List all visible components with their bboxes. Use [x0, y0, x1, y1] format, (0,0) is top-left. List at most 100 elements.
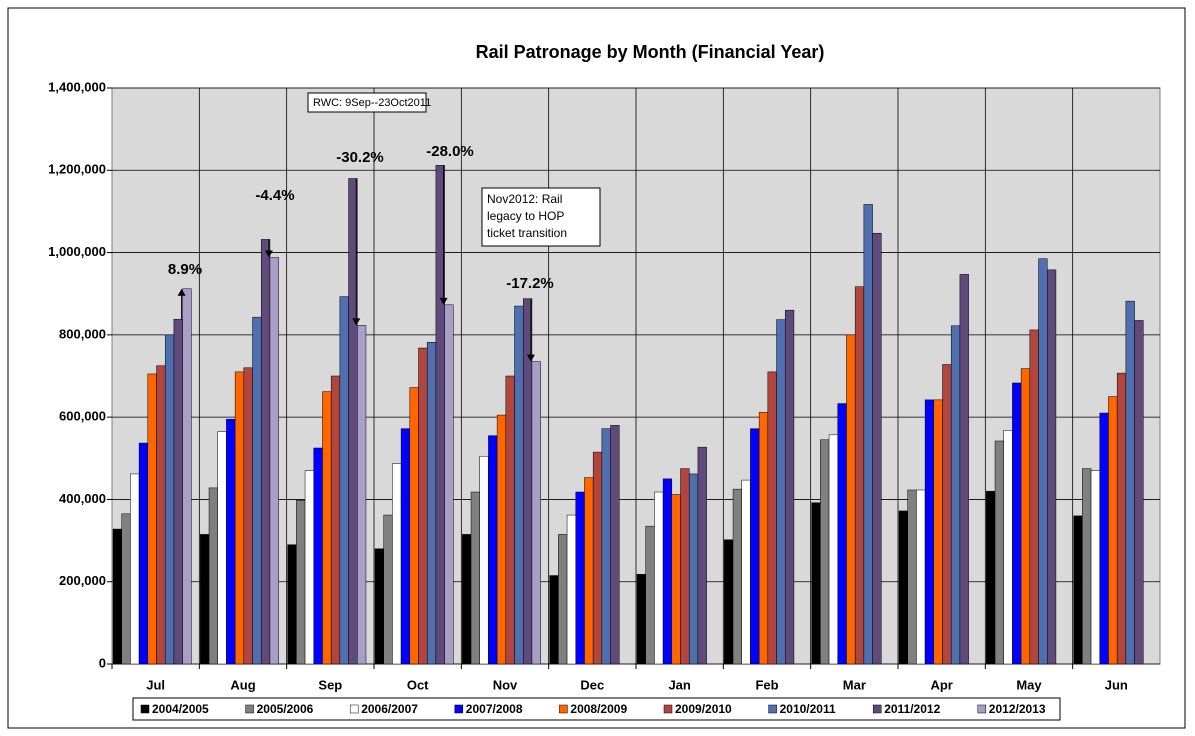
change-label: -17.2%	[506, 275, 554, 292]
bar	[662, 478, 673, 665]
bar	[234, 371, 245, 665]
legend-box	[132, 697, 1061, 721]
bar	[1090, 470, 1101, 665]
bar	[173, 318, 183, 665]
note-box	[307, 92, 427, 113]
arrow-head	[264, 250, 273, 258]
bar	[269, 257, 279, 665]
y-tick-label: 1,400,000	[48, 79, 106, 94]
bar	[558, 534, 568, 665]
legend-swatch	[140, 704, 150, 714]
bar	[339, 296, 349, 665]
x-tick-label: Sep	[318, 677, 342, 692]
legend-label: 2012/2013	[989, 702, 1046, 716]
legend-label: 2006/2007	[361, 702, 418, 716]
legend-label: 2010/2011	[780, 702, 836, 716]
bar	[1046, 269, 1057, 665]
bar	[837, 403, 847, 665]
legend-swatch	[454, 704, 464, 714]
arrow-head	[439, 297, 448, 305]
bar	[601, 428, 611, 665]
legend-swatch	[663, 704, 673, 714]
bar	[863, 204, 873, 665]
bar	[1082, 468, 1092, 665]
bar	[531, 361, 541, 665]
change-label: -4.4%	[255, 187, 294, 204]
bar	[680, 468, 690, 665]
bar	[479, 455, 489, 665]
bar	[610, 425, 620, 665]
change-label: -30.2%	[336, 149, 384, 166]
note-text: legacy to HOP	[487, 209, 564, 223]
change-label: 8.9%	[168, 261, 202, 278]
bar	[688, 473, 699, 665]
bar	[505, 375, 515, 665]
bar	[636, 574, 646, 665]
bar	[750, 428, 760, 665]
legend-label: 2008/2009	[570, 702, 627, 716]
bar	[1125, 300, 1135, 665]
bar	[296, 500, 306, 665]
bar	[654, 491, 664, 665]
legend-swatch	[977, 704, 987, 714]
arrow-head	[526, 354, 535, 362]
legend-label: 2009/2010	[675, 702, 732, 716]
bar	[846, 334, 856, 665]
bar	[916, 489, 926, 665]
bar	[243, 367, 253, 665]
bar	[959, 274, 969, 665]
bar	[260, 239, 271, 665]
bar	[409, 387, 419, 665]
x-tick-label: Jul	[146, 677, 165, 692]
bar	[645, 525, 655, 665]
bar	[164, 334, 175, 665]
bar	[820, 439, 830, 665]
bar	[1073, 515, 1083, 665]
bar	[392, 463, 402, 665]
legend-swatch	[349, 704, 359, 714]
bar	[147, 373, 157, 665]
bar	[1134, 320, 1144, 665]
bar	[1012, 382, 1022, 665]
x-tick-label: Aug	[230, 677, 255, 692]
bar	[383, 514, 393, 665]
bar	[1038, 258, 1048, 665]
note-text: Nov2012: Rail	[487, 192, 562, 206]
bar	[671, 494, 681, 665]
bar	[828, 434, 839, 665]
bar	[112, 528, 122, 665]
bar	[767, 371, 777, 665]
legend-label: 2007/2008	[466, 702, 523, 716]
y-tick-label: 1,200,000	[48, 162, 106, 177]
bar	[950, 325, 961, 665]
bar	[942, 364, 952, 665]
y-tick-label: 200,000	[59, 573, 106, 588]
x-tick-label: Dec	[580, 677, 604, 692]
bar	[994, 440, 1004, 665]
note-box	[481, 187, 601, 247]
bar	[898, 510, 908, 665]
legend-label: 2004/2005	[152, 702, 209, 716]
bar	[933, 399, 943, 665]
bar	[907, 489, 917, 665]
bar	[811, 502, 821, 665]
note-text: RWC: 9Sep--23Oct2011	[313, 97, 431, 109]
legend-swatch	[768, 704, 777, 714]
bar	[226, 418, 236, 665]
x-tick-label: Apr	[930, 677, 952, 692]
bar	[732, 488, 742, 665]
bar	[357, 325, 367, 665]
bar	[138, 442, 149, 665]
y-tick-label: 0	[99, 655, 106, 670]
bar	[156, 365, 166, 665]
bar	[426, 342, 437, 665]
bar	[592, 451, 603, 665]
bar	[287, 544, 297, 665]
bar	[330, 375, 341, 665]
bar	[488, 435, 498, 665]
bar	[182, 288, 192, 665]
x-tick-label: Feb	[755, 677, 778, 692]
bar	[462, 534, 472, 665]
bar	[217, 431, 227, 665]
bar	[575, 491, 585, 665]
